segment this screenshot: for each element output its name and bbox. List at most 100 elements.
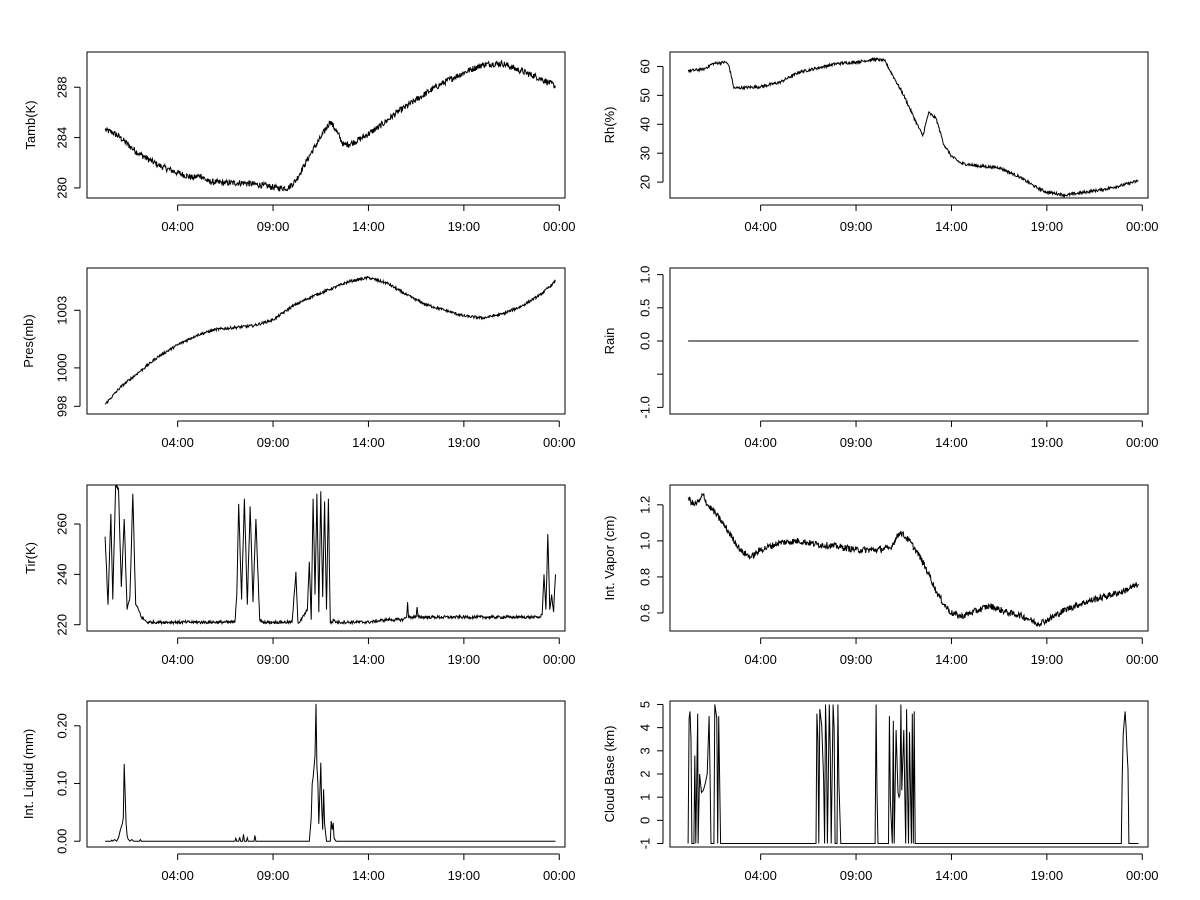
x-tick-label-rh: 04:00	[744, 219, 777, 234]
x-tick-label-cloudbase: 14:00	[935, 868, 968, 883]
x-tick-label-rain: 00:00	[1126, 435, 1159, 450]
plot-frame-tir	[86, 484, 566, 632]
series-line-cloudbase	[687, 704, 1139, 844]
y-tick-label-tir: 220	[54, 614, 69, 636]
y-tick-label-rain: -1.0	[637, 396, 652, 418]
x-tick-label-tamb: 14:00	[352, 219, 385, 234]
x-tick-label-liquid: 00:00	[543, 868, 576, 883]
y-tick-label-liquid: 0.00	[54, 829, 69, 854]
y-tick-label-vapor: 1.0	[637, 532, 652, 550]
x-tick-label-rain: 09:00	[840, 435, 873, 450]
y-tick-label-vapor: 0.8	[637, 568, 652, 586]
ylabel-liquid: Int. Liquid (mm)	[21, 729, 36, 819]
y-tick-label-rain: 1.0	[637, 266, 652, 284]
y-tick-label-cloudbase: 5	[637, 701, 652, 708]
series-line-pres	[104, 275, 556, 405]
series-line-liquid	[105, 703, 556, 842]
ylabel-rh: Rh(%)	[602, 107, 617, 144]
x-tick-label-tir: 19:00	[448, 652, 481, 667]
x-tick-label-vapor: 09:00	[840, 652, 873, 667]
x-tick-label-rain: 04:00	[744, 435, 777, 450]
x-tick-label-liquid: 14:00	[352, 868, 385, 883]
x-tick-label-vapor: 04:00	[744, 652, 777, 667]
y-tick-label-rh: 40	[637, 117, 652, 131]
x-tick-label-tamb: 00:00	[543, 219, 576, 234]
panel-vapor: Int. Vapor (cm) 04:00 09:00 14:00 19:00 00:0…	[602, 484, 1159, 667]
x-tick-label-liquid: 09:00	[257, 868, 290, 883]
panel-cloudbase: Cloud Base (km) 04:00 09:00 14:00 19:00 00:0…	[602, 700, 1159, 883]
x-tick-label-pres: 19:00	[448, 435, 481, 450]
panel-rain: Rain 04:00 09:00 14:00 19:00 00:00 -1.0 0.0 0.5…	[602, 266, 1159, 450]
y-tick-label-pres: 998	[54, 395, 69, 417]
plot-frame-rain	[669, 267, 1149, 415]
series-line-tir	[104, 483, 556, 626]
x-tick-label-tir: 00:00	[543, 652, 576, 667]
panel-tir: Tir(K) 04:00 09:00 14:00 19:00 00:00 220 240 26…	[23, 483, 576, 667]
plot-frame-pres	[86, 267, 566, 415]
x-tick-label-rh: 14:00	[935, 219, 968, 234]
y-tick-label-tamb: 284	[54, 127, 69, 149]
y-tick-label-pres: 1003	[54, 296, 69, 325]
x-tick-label-cloudbase: 00:00	[1126, 868, 1159, 883]
y-tick-label-tir: 260	[54, 513, 69, 535]
x-tick-label-tir: 14:00	[352, 652, 385, 667]
plot-frame-cloudbase	[669, 700, 1149, 848]
plot-frame-liquid	[86, 700, 566, 848]
series-line-rh	[687, 56, 1139, 199]
ylabel-tir: Tir(K)	[23, 542, 38, 574]
y-tick-label-rain: 0.5	[637, 299, 652, 317]
y-tick-label-vapor: 1.2	[637, 496, 652, 514]
x-tick-label-rain: 19:00	[1031, 435, 1064, 450]
series-line-vapor	[687, 492, 1139, 628]
y-tick-label-cloudbase: 2	[637, 770, 652, 777]
x-tick-label-vapor: 14:00	[935, 652, 968, 667]
ylabel-tamb: Tamb(K)	[23, 100, 38, 149]
y-tick-label-tamb: 280	[54, 177, 69, 199]
x-tick-label-pres: 14:00	[352, 435, 385, 450]
y-tick-label-cloudbase: 3	[637, 747, 652, 754]
ylabel-vapor: Int. Vapor (cm)	[602, 515, 617, 600]
x-tick-label-tamb: 09:00	[257, 219, 290, 234]
y-tick-label-cloudbase: 1	[637, 794, 652, 801]
panel-rh: Rh(%) 04:00 09:00 14:00 19:00 00:00 20 30 40 50 6…	[602, 51, 1159, 234]
y-tick-label-rh: 30	[637, 146, 652, 160]
x-tick-label-vapor: 19:00	[1031, 652, 1064, 667]
y-tick-label-pres: 1000	[54, 353, 69, 382]
x-tick-label-liquid: 19:00	[448, 868, 481, 883]
y-tick-label-cloudbase: -1	[637, 838, 652, 850]
plot-frame-tamb	[86, 51, 566, 199]
y-tick-label-rain: 0.0	[637, 332, 652, 350]
x-tick-label-pres: 04:00	[161, 435, 194, 450]
panel-liquid: Int. Liquid (mm) 04:00 09:00 14:00 19:00 00:…	[21, 700, 576, 883]
x-tick-label-tir: 04:00	[161, 652, 194, 667]
x-tick-label-cloudbase: 19:00	[1031, 868, 1064, 883]
x-tick-label-cloudbase: 09:00	[840, 868, 873, 883]
x-tick-label-tamb: 19:00	[448, 219, 481, 234]
plot-frame-vapor	[669, 484, 1149, 632]
ylabel-cloudbase: Cloud Base (km)	[602, 726, 617, 823]
plot-frame-rh	[669, 51, 1149, 199]
series-line-tamb	[104, 59, 556, 192]
x-tick-label-rh: 00:00	[1126, 219, 1159, 234]
x-tick-label-tamb: 04:00	[161, 219, 194, 234]
y-tick-label-vapor: 0.6	[637, 604, 652, 622]
x-tick-label-rain: 14:00	[935, 435, 968, 450]
panel-pres: Pres(mb) 04:00 09:00 14:00 19:00 00:00 998 100…	[21, 267, 576, 450]
y-tick-label-rh: 50	[637, 88, 652, 102]
ylabel-rain: Rain	[602, 328, 617, 355]
x-tick-label-tir: 09:00	[257, 652, 290, 667]
x-tick-label-pres: 09:00	[257, 435, 290, 450]
x-tick-label-cloudbase: 04:00	[744, 868, 777, 883]
ylabel-pres: Pres(mb)	[21, 314, 36, 367]
x-tick-label-rh: 19:00	[1031, 219, 1064, 234]
y-tick-label-liquid: 0.20	[54, 713, 69, 738]
x-tick-label-rh: 09:00	[840, 219, 873, 234]
x-tick-label-liquid: 04:00	[161, 868, 194, 883]
y-tick-label-rh: 60	[637, 59, 652, 73]
y-tick-label-tamb: 288	[54, 76, 69, 98]
y-tick-label-cloudbase: 4	[637, 724, 652, 731]
x-tick-label-pres: 00:00	[543, 435, 576, 450]
y-tick-label-cloudbase: 0	[637, 817, 652, 824]
